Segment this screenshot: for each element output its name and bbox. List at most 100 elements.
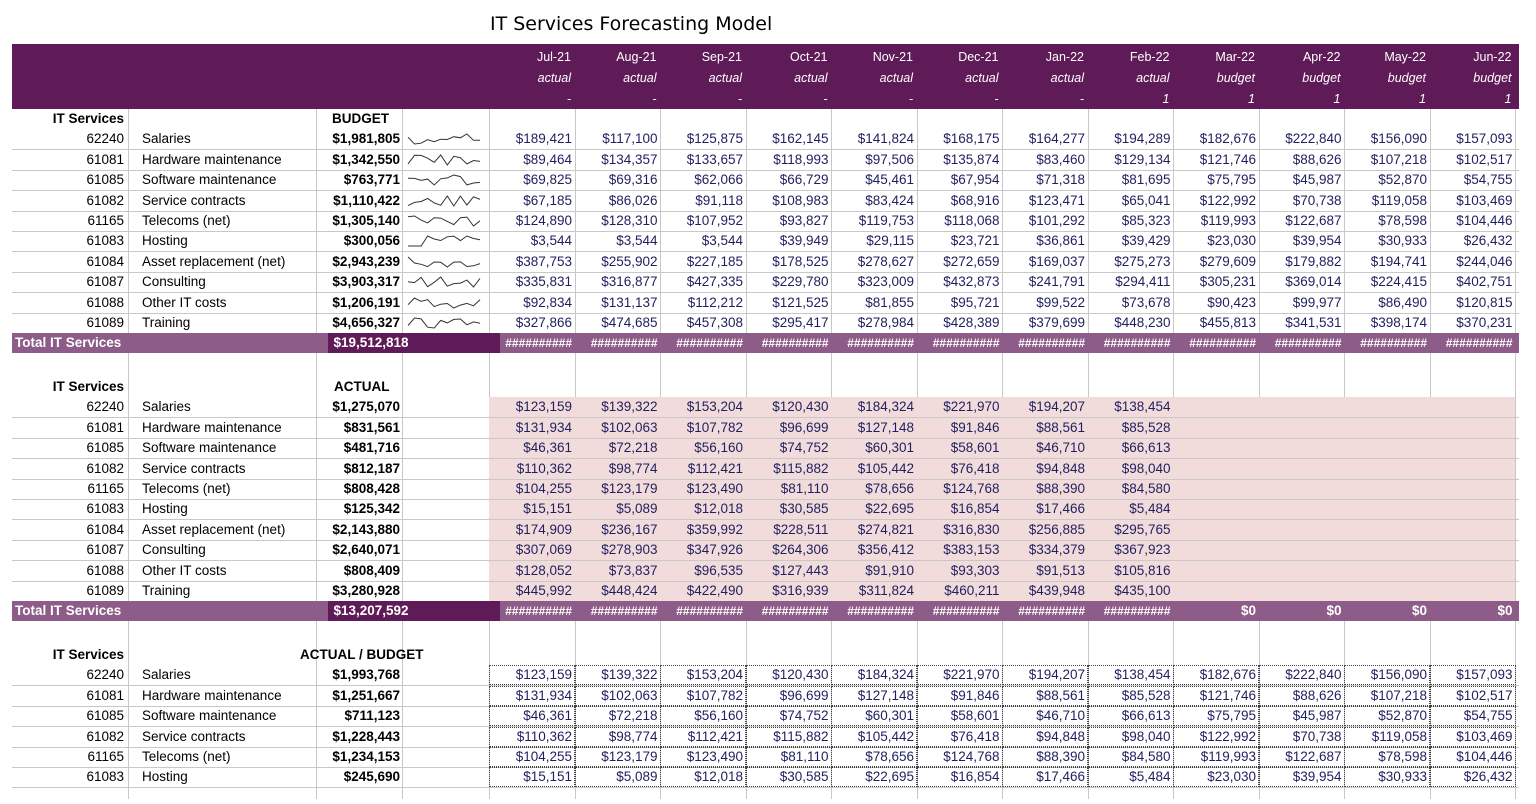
account-name[interactable]: Service contracts <box>142 460 246 476</box>
account-code[interactable]: 61084 <box>86 521 124 537</box>
value-cell[interactable]: $236,167 <box>601 521 658 537</box>
value-cell[interactable]: $194,207 <box>1028 667 1085 683</box>
value-cell[interactable]: $184,324 <box>857 399 914 415</box>
value-cell[interactable]: $107,218 <box>1370 687 1427 703</box>
value-cell[interactable]: $107,782 <box>686 419 743 435</box>
value-cell[interactable]: $457,308 <box>686 315 743 330</box>
account-name[interactable]: Hardware maintenance <box>142 419 282 435</box>
value-cell[interactable]: $278,627 <box>857 253 914 269</box>
account-name[interactable]: Other IT costs <box>142 562 227 578</box>
month-header[interactable]: Aug-21 <box>616 50 657 64</box>
month-header[interactable]: Dec-21 <box>958 50 999 64</box>
value-cell[interactable]: $128,310 <box>601 213 658 228</box>
value-cell[interactable]: $127,148 <box>857 419 914 435</box>
value-cell[interactable]: $398,174 <box>1370 315 1427 330</box>
account-name[interactable]: Hosting <box>142 769 188 785</box>
value-cell[interactable]: $103,469 <box>1456 728 1513 744</box>
month-header[interactable]: Sep-21 <box>701 50 742 64</box>
value-cell[interactable]: $274,821 <box>857 521 914 537</box>
row-total[interactable]: $1,110,422 <box>333 192 400 208</box>
value-cell[interactable]: $17,466 <box>1036 769 1085 785</box>
value-cell[interactable]: $99,977 <box>1292 294 1342 310</box>
value-cell[interactable]: $341,531 <box>1285 315 1342 330</box>
value-cell[interactable]: $81,695 <box>1121 172 1171 188</box>
value-cell[interactable]: $3,544 <box>616 233 658 249</box>
month-total[interactable]: $0 <box>1411 603 1427 619</box>
value-cell[interactable]: $86,026 <box>608 192 658 208</box>
value-cell[interactable]: $129,134 <box>1114 151 1171 167</box>
value-cell[interactable]: $46,361 <box>523 440 572 456</box>
account-name[interactable]: Telecoms (net) <box>142 749 231 764</box>
account-name[interactable]: Software maintenance <box>142 708 277 724</box>
value-cell[interactable]: $17,466 <box>1036 501 1085 517</box>
value-cell[interactable]: $104,255 <box>515 749 572 764</box>
value-cell[interactable]: $227,185 <box>686 253 743 269</box>
value-cell[interactable]: $428,389 <box>943 315 1000 330</box>
value-cell[interactable]: $81,110 <box>780 749 829 764</box>
row-total[interactable]: $1,206,191 <box>332 294 400 310</box>
value-cell[interactable]: $229,780 <box>772 274 829 290</box>
account-name[interactable]: Asset replacement (net) <box>142 521 286 537</box>
value-cell[interactable]: $60,301 <box>865 708 914 724</box>
value-cell[interactable]: $182,676 <box>1199 131 1256 147</box>
value-cell[interactable]: $30,933 <box>1378 233 1427 249</box>
value-cell[interactable]: $22,695 <box>865 769 914 785</box>
value-cell[interactable]: $81,110 <box>780 481 829 496</box>
value-cell[interactable]: $76,418 <box>950 460 1000 476</box>
account-name[interactable]: Training <box>142 583 191 598</box>
row-total[interactable]: $1,993,768 <box>332 667 400 683</box>
value-cell[interactable]: $104,446 <box>1456 749 1513 764</box>
account-code[interactable]: 61088 <box>86 294 124 310</box>
account-code[interactable]: 62240 <box>86 667 124 683</box>
account-name[interactable]: Hardware maintenance <box>142 151 282 167</box>
value-cell[interactable]: $264,306 <box>772 542 829 558</box>
row-total[interactable]: $2,640,071 <box>332 542 400 558</box>
account-code[interactable]: 61085 <box>86 172 124 188</box>
value-cell[interactable]: $23,030 <box>1207 233 1256 249</box>
value-cell[interactable]: $110,362 <box>516 460 572 476</box>
value-cell[interactable]: $119,753 <box>858 213 914 228</box>
value-cell[interactable]: $88,390 <box>1036 481 1085 496</box>
value-cell[interactable]: $39,954 <box>1292 233 1342 249</box>
value-cell[interactable]: $435,100 <box>1114 583 1171 598</box>
account-code[interactable]: 61087 <box>86 542 124 558</box>
value-cell[interactable]: $66,729 <box>779 172 829 188</box>
row-total[interactable]: $2,143,880 <box>332 521 400 537</box>
value-cell[interactable]: $164,277 <box>1028 131 1085 147</box>
account-name[interactable]: Telecoms (net) <box>142 481 231 496</box>
month-header[interactable]: Jan-22 <box>1045 50 1084 64</box>
value-cell[interactable]: $3,544 <box>530 233 572 249</box>
value-cell[interactable]: $369,014 <box>1285 274 1342 290</box>
value-cell[interactable]: $102,063 <box>601 687 658 703</box>
value-cell[interactable]: $72,218 <box>608 708 658 724</box>
value-cell[interactable]: $122,992 <box>1199 728 1256 744</box>
account-name[interactable]: Software maintenance <box>142 172 277 188</box>
value-cell[interactable]: $184,324 <box>857 667 914 683</box>
month-total[interactable]: ########## <box>505 604 572 619</box>
value-cell[interactable]: $22,695 <box>865 501 914 517</box>
value-cell[interactable]: $12,018 <box>694 769 743 785</box>
value-cell[interactable]: $474,685 <box>601 315 658 330</box>
value-cell[interactable]: $316,939 <box>772 583 829 598</box>
value-cell[interactable]: $157,093 <box>1456 131 1513 147</box>
value-cell[interactable]: $15,151 <box>523 501 572 517</box>
value-cell[interactable]: $58,601 <box>950 708 1000 724</box>
value-cell[interactable]: $75,795 <box>1207 172 1256 188</box>
account-code[interactable]: 61165 <box>87 749 124 764</box>
value-cell[interactable]: $194,741 <box>1370 253 1427 269</box>
value-cell[interactable]: $95,721 <box>950 294 1000 310</box>
value-cell[interactable]: $107,952 <box>686 213 743 228</box>
row-total[interactable]: $808,409 <box>343 562 400 578</box>
account-name[interactable]: Asset replacement (net) <box>142 253 286 269</box>
value-cell[interactable]: $12,018 <box>694 501 743 517</box>
value-cell[interactable]: $93,827 <box>779 213 829 228</box>
value-cell[interactable]: $67,954 <box>950 172 1000 188</box>
value-cell[interactable]: $133,657 <box>686 151 743 167</box>
row-total[interactable]: $125,342 <box>343 501 400 517</box>
value-cell[interactable]: $157,093 <box>1456 667 1513 683</box>
value-cell[interactable]: $119,993 <box>1200 213 1256 228</box>
value-cell[interactable]: $30,585 <box>779 769 829 785</box>
month-total[interactable]: $0 <box>1497 603 1513 619</box>
value-cell[interactable]: $162,145 <box>772 131 829 147</box>
value-cell[interactable]: $5,089 <box>616 769 658 785</box>
